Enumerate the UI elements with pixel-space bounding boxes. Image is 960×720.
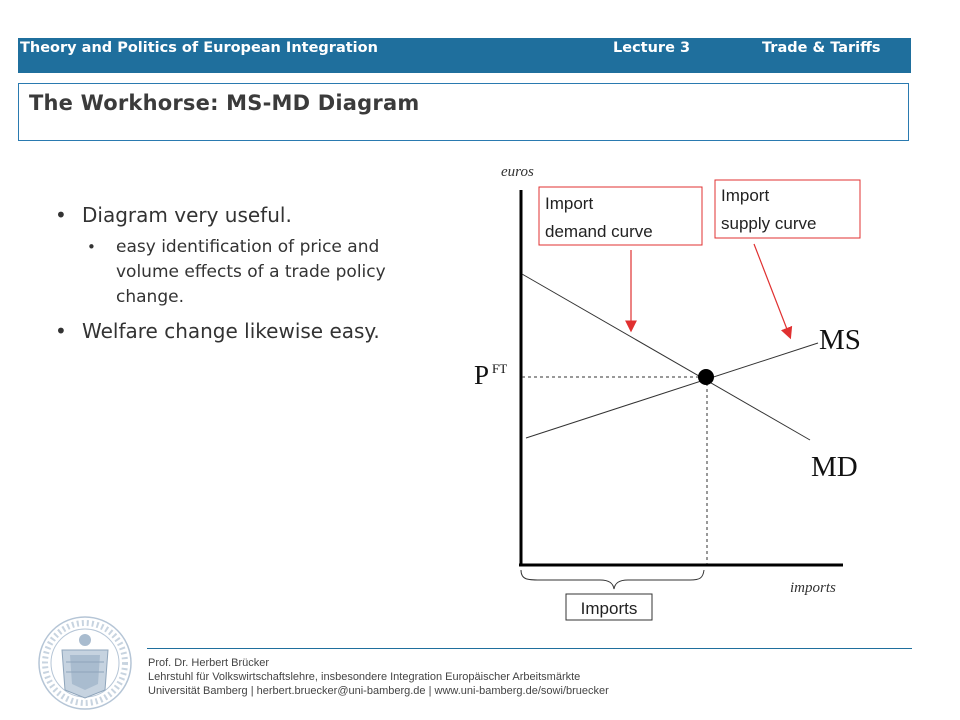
- supply-arrow: [753, 243, 793, 340]
- md-label: MD: [811, 451, 858, 483]
- imports-brace: [520, 569, 705, 590]
- slide-title: The Workhorse: MS-MD Diagram: [29, 91, 420, 115]
- equilibrium-point: [698, 369, 714, 385]
- price-label: P: [474, 360, 489, 390]
- ms-curve: [525, 342, 819, 439]
- course-title: Theory and Politics of European Integrat…: [20, 40, 378, 56]
- ms-label: MS: [819, 324, 861, 356]
- footer-chair: Lehrstuhl für Volkswirtschaftslehre, ins…: [148, 671, 581, 683]
- sub-bullet-1: easy identification of price and volume …: [87, 235, 425, 310]
- x-axis-label: imports: [790, 580, 836, 596]
- md-curve: [521, 273, 811, 441]
- price-superscript: FT: [492, 361, 507, 376]
- lecture-topic: Trade & Tariffs: [762, 40, 881, 56]
- bullet-list: Diagram very useful. easy identification…: [55, 202, 425, 351]
- demand-callout-box: [538, 186, 703, 246]
- lecture-number: Lecture 3: [613, 40, 691, 56]
- footer-divider: [147, 648, 912, 649]
- university-seal-logo: [38, 616, 132, 710]
- title-box: The Workhorse: MS-MD Diagram: [18, 83, 909, 141]
- footer-contact: Universität Bamberg | herbert.bruecker@u…: [148, 685, 609, 697]
- y-axis-label: euros: [501, 164, 534, 180]
- demand-callout-line2: demand curve: [545, 222, 653, 241]
- footer: Prof. Dr. Herbert Brücker Lehrstuhl für …: [148, 656, 609, 698]
- supply-callout-box: [714, 179, 861, 239]
- demand-callout-line1: Import: [545, 194, 593, 213]
- header-bar: Theory and Politics of European Integrat…: [18, 38, 911, 73]
- footer-name: Prof. Dr. Herbert Brücker: [148, 657, 270, 669]
- imports-box: [565, 593, 653, 621]
- bullet-2: Welfare change likewise easy.: [55, 318, 425, 345]
- bullet-1: Diagram very useful.: [55, 202, 425, 229]
- imports-box-label: Imports: [581, 599, 638, 618]
- supply-callout-line1: Import: [721, 186, 769, 205]
- supply-callout-line2: supply curve: [721, 214, 816, 233]
